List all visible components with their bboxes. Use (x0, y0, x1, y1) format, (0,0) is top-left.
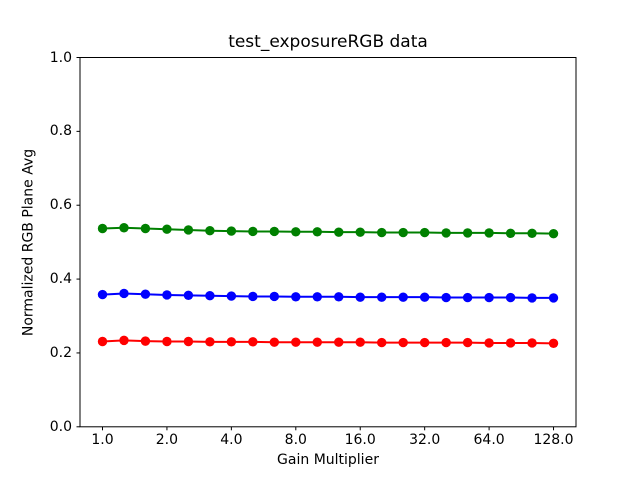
series-green-marker (462, 228, 473, 238)
series-green-marker (419, 227, 430, 238)
x-tick-label: 1.0 (91, 432, 114, 448)
series-blue-line (102, 292, 554, 299)
series-red-marker (119, 335, 129, 346)
series-red-marker (334, 337, 344, 347)
series-red-marker (462, 337, 473, 348)
series-blue-marker (140, 289, 151, 299)
x-tick-label: 32.0 (409, 432, 441, 448)
series-blue-marker (419, 292, 430, 302)
series-blue-marker (398, 292, 408, 302)
series-green-marker (398, 227, 408, 238)
series-blue-marker (119, 288, 129, 299)
series-blue-marker (505, 292, 516, 303)
plot-area-spines (79, 57, 577, 428)
series-red-marker (140, 336, 151, 346)
series-red-marker (398, 337, 408, 348)
series-blue-marker (548, 293, 559, 303)
series-red-marker (505, 338, 516, 348)
series-blue-marker (312, 292, 322, 302)
series-red-line (102, 339, 554, 345)
series-red-marker (226, 337, 237, 347)
series-blue-marker (334, 292, 344, 302)
series-red-marker (548, 338, 559, 349)
series-blue-marker (183, 290, 194, 301)
series-red-marker (419, 337, 430, 348)
series-red-marker (97, 336, 108, 347)
series-green-marker (183, 225, 194, 235)
series-green-marker (248, 226, 258, 237)
x-tick-label: 8.0 (284, 432, 307, 448)
series-blue-marker (97, 289, 108, 300)
series-green-marker (291, 227, 301, 237)
series-green-marker (355, 227, 365, 237)
y-tick-label: 0.2 (49, 344, 72, 361)
x-tick-label: 128.0 (533, 432, 574, 448)
x-axis-label: Gain Multiplier (277, 452, 379, 468)
series-green-marker (377, 227, 387, 238)
series-blue-marker (205, 291, 215, 301)
series-green-marker (484, 228, 494, 238)
y-tick-label: 0.0 (49, 418, 72, 435)
x-tick-label: 64.0 (473, 432, 505, 448)
x-tick-label: 2.0 (155, 432, 179, 448)
series-green-marker (140, 223, 151, 234)
series-blue-marker (484, 292, 494, 303)
series-blue-marker (527, 293, 537, 303)
series-blue-marker (377, 292, 387, 302)
series-red-marker (269, 337, 280, 347)
x-tick-label: 16.0 (344, 432, 376, 448)
series-blue-marker (226, 291, 237, 301)
series-green-marker (205, 226, 215, 236)
series-red-marker (484, 338, 494, 348)
y-tick-label: 0.8 (49, 123, 72, 140)
series-red-marker (441, 337, 451, 348)
series-blue-marker (291, 292, 301, 302)
series-red-marker (527, 338, 537, 348)
series-blue-marker (162, 290, 172, 300)
y-axis-label: Normalized RGB Plane Avg (20, 148, 37, 337)
series-green-marker (97, 223, 108, 234)
series-green-marker (527, 228, 537, 238)
series-red-marker (162, 336, 172, 347)
series-blue-marker (269, 291, 280, 302)
series-red-marker (291, 337, 301, 347)
series-red-marker (248, 337, 258, 347)
series-blue-marker (355, 292, 365, 302)
x-tick-label: 4.0 (220, 432, 243, 448)
series-green-line (102, 226, 554, 235)
series-green-marker (548, 228, 559, 239)
chart-title: test_exposureRGB data (228, 32, 428, 52)
series-green-marker (269, 226, 280, 237)
series-red-marker (183, 336, 194, 347)
series-blue-marker (248, 291, 258, 302)
series-green-marker (119, 223, 129, 233)
series-red-marker (377, 337, 387, 348)
y-tick-label: 0.6 (49, 197, 72, 214)
series-green-marker (441, 228, 451, 238)
y-tick-label: 0.4 (49, 271, 72, 288)
series-green-marker (226, 226, 237, 236)
series-red-marker (205, 337, 215, 347)
y-tick-label: 1.0 (49, 49, 72, 66)
series-green-marker (312, 227, 322, 237)
series-red-marker (355, 337, 365, 347)
series-green-marker (162, 224, 172, 234)
series-blue-marker (462, 292, 473, 303)
series-red-marker (312, 337, 322, 347)
series-blue-marker (441, 292, 451, 303)
series-green-marker (505, 228, 516, 238)
series-green-marker (334, 227, 344, 237)
